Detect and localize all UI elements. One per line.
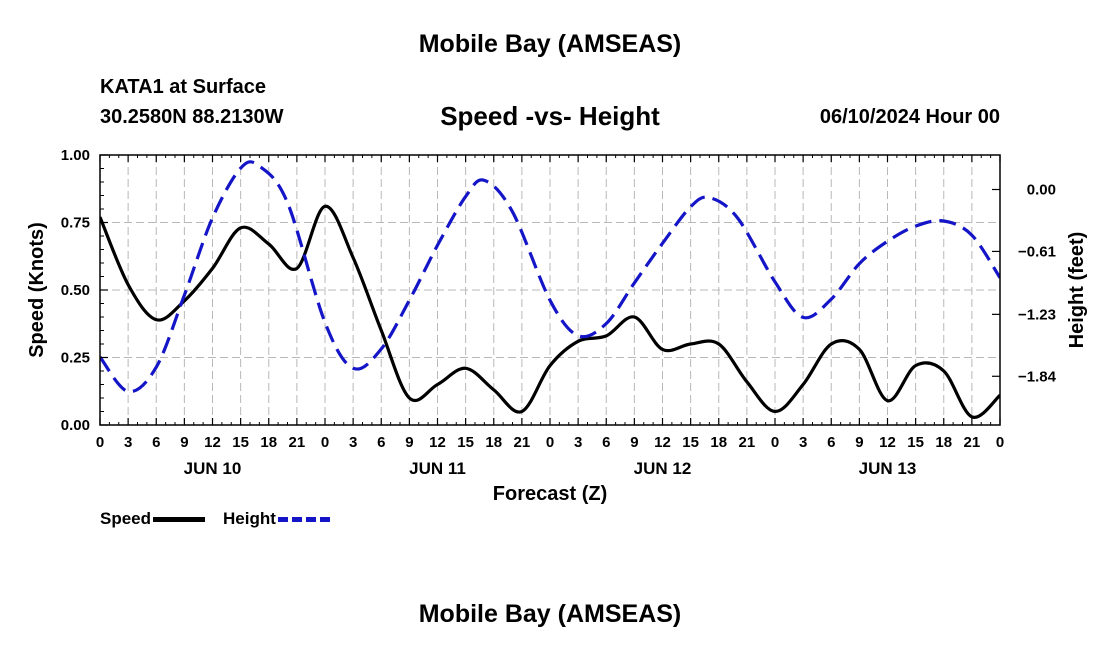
station-coordinates: 30.2580N 88.2130W — [100, 106, 284, 128]
legend: Speed Height — [100, 509, 348, 529]
day-label: JUN 10 — [184, 459, 242, 478]
x-tick-label: 21 — [739, 434, 756, 451]
y-right-tick-label: −1.23 — [1018, 306, 1056, 323]
x-tick-label: 18 — [260, 434, 277, 451]
x-tick-label: 15 — [682, 434, 699, 451]
y-left-tick-label: 0.50 — [61, 282, 90, 299]
series-layer — [100, 160, 1000, 419]
footer-title: Mobile Bay (AMSEAS) — [418, 600, 682, 628]
ticks — [99, 154, 1001, 426]
x-tick-label: 3 — [574, 434, 582, 451]
x-tick-label: 3 — [799, 434, 807, 451]
x-tick-label: 3 — [124, 434, 132, 451]
x-tick-label: 6 — [602, 434, 610, 451]
x-tick-label: 0 — [996, 434, 1004, 451]
legend-speed: Speed — [100, 509, 206, 529]
x-tick-label: 18 — [710, 434, 727, 451]
x-tick-label: 15 — [232, 434, 249, 451]
chart-subtitle: Speed -vs- Height — [440, 101, 660, 131]
grid — [100, 155, 1000, 425]
y-left-tick-label: 0.75 — [61, 215, 90, 232]
y-right-tick-label: 0.00 — [1027, 182, 1056, 199]
y-axis-left-title: Speed (Knots) — [26, 222, 48, 358]
legend-height-label: Height — [223, 509, 276, 528]
forecast-datetime: 06/10/2024 Hour 00 — [819, 106, 1000, 128]
x-tick-label: 9 — [180, 434, 188, 451]
x-tick-label: 12 — [429, 434, 446, 451]
y-right-tick-label: −0.61 — [1018, 243, 1056, 260]
y-right-tick-label: −1.84 — [1018, 368, 1057, 385]
x-tick-label: 12 — [204, 434, 221, 451]
page-title: Mobile Bay (AMSEAS) — [418, 30, 682, 58]
series-line-speed — [100, 204, 1000, 419]
x-tick-label: 3 — [349, 434, 357, 451]
x-tick-label: 6 — [377, 434, 385, 451]
legend-height: Height — [223, 509, 330, 529]
x-tick-label: 6 — [152, 434, 160, 451]
x-tick-label: 6 — [827, 434, 835, 451]
y-left-tick-label: 0.25 — [61, 350, 90, 367]
x-tick-label: 0 — [96, 434, 104, 451]
x-tick-label: 0 — [771, 434, 779, 451]
x-tick-label: 18 — [935, 434, 952, 451]
day-label: JUN 12 — [634, 459, 692, 478]
y-axis-right-title: Height (feet) — [1066, 232, 1088, 349]
x-tick-label: 18 — [485, 434, 502, 451]
x-tick-label: 0 — [321, 434, 329, 451]
day-label: JUN 13 — [859, 459, 917, 478]
x-tick-label: 21 — [289, 434, 306, 451]
legend-height-swatch — [277, 516, 330, 522]
y-left-tick-label: 1.00 — [61, 147, 90, 164]
legend-speed-label: Speed — [100, 509, 152, 528]
x-tick-label: 12 — [879, 434, 896, 451]
x-tick-label: 21 — [964, 434, 981, 451]
x-tick-label: 21 — [514, 434, 531, 451]
x-tick-label: 15 — [457, 434, 474, 451]
series-line-height — [100, 160, 1000, 394]
x-tick-label: 9 — [855, 434, 863, 451]
x-tick-label: 9 — [630, 434, 638, 451]
axis-labels: 0 3 6 9 12 15 18 21 0 3 6 9 12 15 18 21 0 3 6 9 12 15 18 21 0 3 6 9… — [61, 147, 1057, 478]
day-label: JUN 11 — [409, 459, 466, 478]
x-axis-title: Forecast (Z) — [493, 483, 607, 505]
station-name: KATA1 at Surface — [100, 76, 266, 98]
legend-speed-swatch — [153, 516, 206, 522]
x-tick-label: 9 — [405, 434, 413, 451]
y-left-tick-label: 0.00 — [61, 417, 90, 434]
x-tick-label: 0 — [546, 434, 554, 451]
x-tick-label: 12 — [654, 434, 671, 451]
x-tick-label: 15 — [907, 434, 924, 451]
